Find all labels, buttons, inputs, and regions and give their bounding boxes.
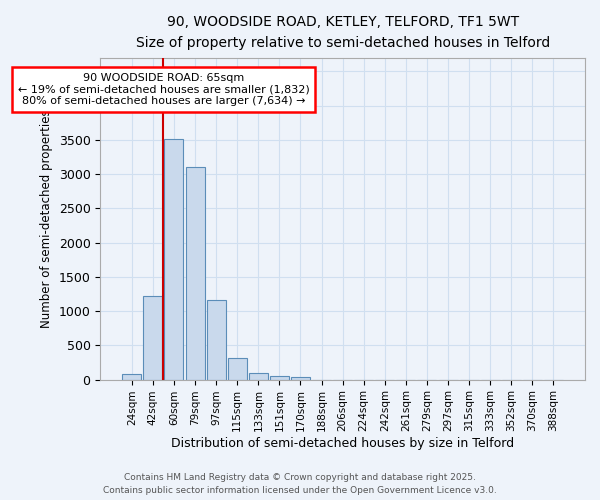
Y-axis label: Number of semi-detached properties: Number of semi-detached properties — [40, 110, 53, 328]
Bar — [122, 374, 142, 380]
Bar — [270, 376, 289, 380]
Text: Contains HM Land Registry data © Crown copyright and database right 2025.
Contai: Contains HM Land Registry data © Crown c… — [103, 474, 497, 495]
Bar — [143, 296, 163, 380]
Bar — [249, 372, 268, 380]
Bar — [291, 376, 310, 380]
X-axis label: Distribution of semi-detached houses by size in Telford: Distribution of semi-detached houses by … — [171, 437, 514, 450]
Bar — [206, 300, 226, 380]
Text: 90 WOODSIDE ROAD: 65sqm
← 19% of semi-detached houses are smaller (1,832)
80% of: 90 WOODSIDE ROAD: 65sqm ← 19% of semi-de… — [17, 73, 310, 106]
Bar — [228, 358, 247, 380]
Title: 90, WOODSIDE ROAD, KETLEY, TELFORD, TF1 5WT
Size of property relative to semi-de: 90, WOODSIDE ROAD, KETLEY, TELFORD, TF1 … — [136, 15, 550, 50]
Bar — [185, 168, 205, 380]
Bar — [164, 138, 184, 380]
